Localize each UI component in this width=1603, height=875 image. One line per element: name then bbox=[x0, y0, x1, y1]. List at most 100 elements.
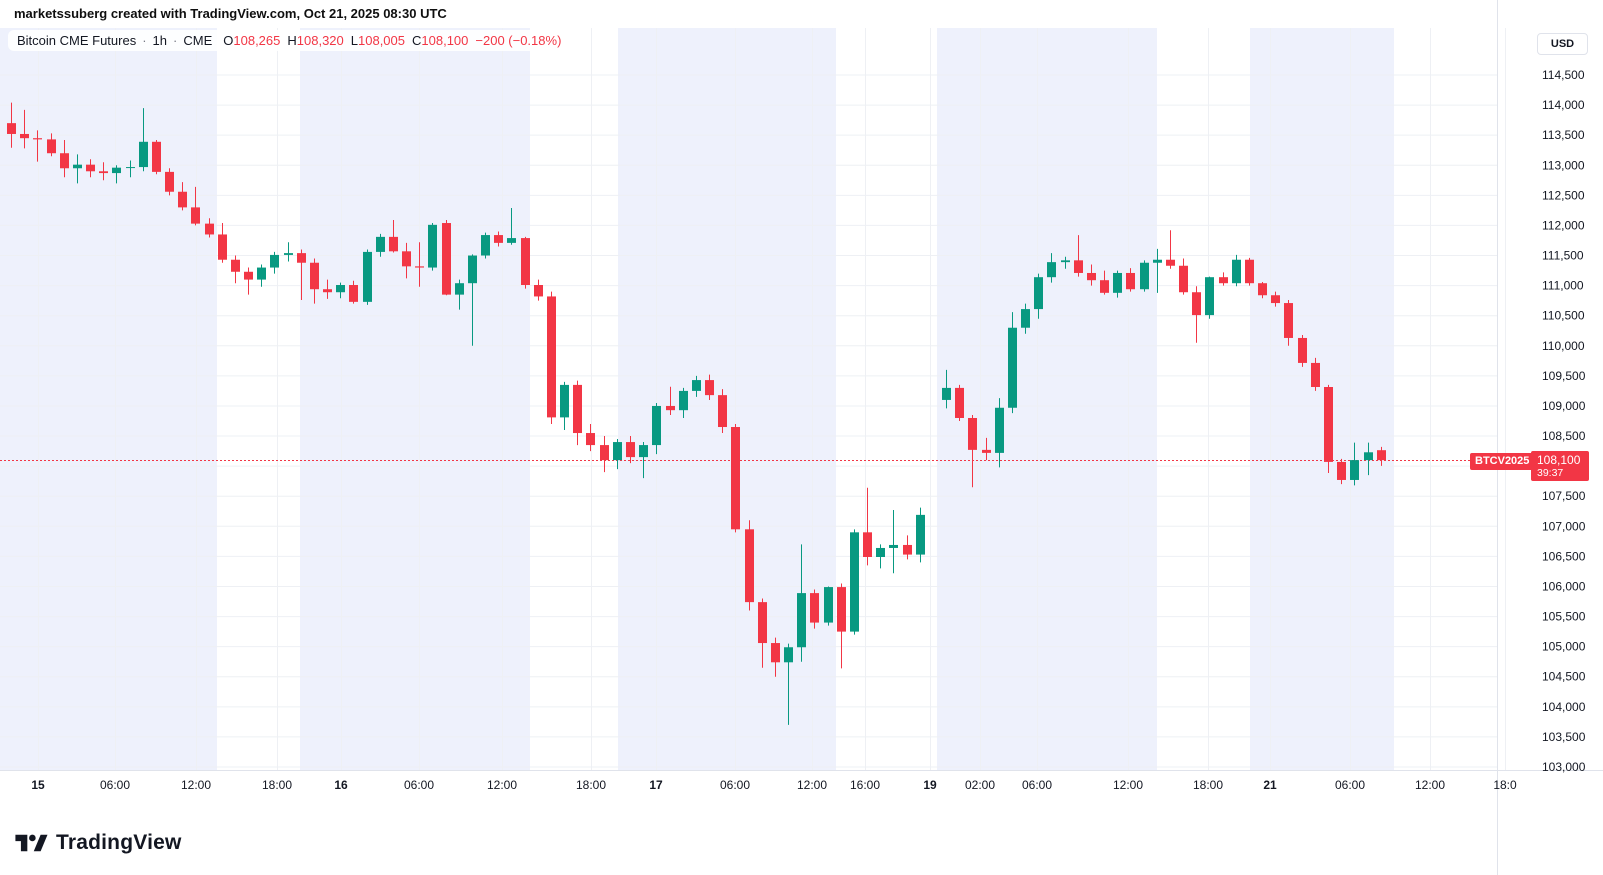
candle bbox=[652, 405, 661, 446]
candle bbox=[679, 390, 688, 411]
price-axis-label: 105,000 bbox=[1542, 640, 1586, 654]
price-axis-label: 103,500 bbox=[1542, 730, 1586, 744]
price-axis-label: 112,000 bbox=[1542, 218, 1585, 232]
candle bbox=[494, 235, 503, 243]
candle bbox=[1021, 309, 1030, 328]
price-axis-label: 112,500 bbox=[1542, 188, 1585, 202]
candle bbox=[1113, 272, 1122, 293]
price-axis-label: 108,500 bbox=[1542, 429, 1586, 443]
candle bbox=[666, 405, 675, 411]
candle bbox=[863, 532, 872, 557]
price-axis-label: 104,000 bbox=[1542, 700, 1586, 714]
time-axis-label: 16:00 bbox=[850, 778, 880, 792]
candle bbox=[824, 587, 833, 623]
candle bbox=[995, 407, 1004, 453]
time-axis-label: 06:00 bbox=[100, 778, 130, 792]
candle bbox=[60, 153, 69, 169]
candle bbox=[797, 593, 806, 648]
candle bbox=[850, 532, 859, 632]
symbol-title[interactable]: Bitcoin CME Futures bbox=[17, 33, 137, 48]
candle bbox=[600, 445, 609, 461]
candle bbox=[1219, 277, 1228, 284]
candle bbox=[47, 139, 56, 154]
session-highlight bbox=[937, 28, 1157, 770]
time-axis-label: 12:00 bbox=[181, 778, 211, 792]
time-axis-label: 12:00 bbox=[1415, 778, 1445, 792]
candle bbox=[1061, 260, 1070, 263]
candle bbox=[415, 266, 424, 268]
price-axis-label: 114,500 bbox=[1542, 68, 1585, 82]
time-axis-label: 15 bbox=[31, 778, 45, 792]
candle bbox=[771, 643, 780, 663]
candle bbox=[1100, 280, 1109, 293]
candle bbox=[1350, 460, 1359, 480]
candle bbox=[1337, 461, 1346, 480]
candle bbox=[1205, 277, 1214, 316]
candle bbox=[165, 171, 174, 192]
candle bbox=[1232, 259, 1241, 284]
tradingview-logo-text: TradingView bbox=[56, 831, 182, 854]
candle bbox=[745, 529, 754, 603]
tradingview-logo[interactable]: TradingView bbox=[14, 831, 182, 855]
candle bbox=[916, 514, 925, 555]
candle bbox=[349, 285, 358, 302]
candle bbox=[468, 255, 477, 284]
candle bbox=[112, 167, 121, 174]
candle bbox=[1140, 262, 1149, 290]
price-axis-label: 107,000 bbox=[1542, 519, 1586, 533]
candle bbox=[731, 427, 740, 530]
candle bbox=[73, 164, 82, 169]
candle bbox=[231, 259, 240, 272]
time-axis-label: 16 bbox=[334, 778, 348, 792]
time-axis-label: 12:00 bbox=[1113, 778, 1143, 792]
time-axis-label: 18:00 bbox=[576, 778, 606, 792]
candle bbox=[336, 285, 345, 293]
candle bbox=[428, 224, 437, 268]
close-value: C108,100 bbox=[412, 33, 469, 48]
price-axis-label: 109,500 bbox=[1542, 369, 1586, 383]
candle bbox=[257, 267, 266, 280]
candle bbox=[139, 141, 148, 168]
price-axis-label: 114,000 bbox=[1542, 98, 1585, 112]
currency-unit-button[interactable]: USD bbox=[1537, 33, 1588, 55]
change-value: −200 (−0.18%) bbox=[475, 33, 562, 48]
interval-label[interactable]: 1h bbox=[152, 33, 168, 48]
candle bbox=[692, 380, 701, 391]
price-axis-label: 109,000 bbox=[1542, 399, 1586, 413]
candle bbox=[1034, 277, 1043, 310]
candle bbox=[639, 445, 648, 458]
time-axis-label: 06:00 bbox=[404, 778, 434, 792]
price-axis-label: 103,000 bbox=[1542, 760, 1586, 774]
candle bbox=[784, 647, 793, 663]
candle bbox=[1192, 292, 1201, 316]
price-axis-label: 113,000 bbox=[1542, 158, 1585, 172]
symbol-legend: Bitcoin CME Futures · 1h · CME O108,265 … bbox=[8, 30, 571, 51]
price-axis-label: 110,000 bbox=[1542, 339, 1585, 353]
candle bbox=[178, 191, 187, 208]
candle bbox=[1364, 452, 1373, 461]
candle bbox=[586, 433, 595, 446]
time-axis-label: 06:00 bbox=[720, 778, 750, 792]
low-value: L108,005 bbox=[350, 33, 405, 48]
candle bbox=[758, 602, 767, 644]
time-axis-label: 21 bbox=[1263, 778, 1277, 792]
high-value: H108,320 bbox=[287, 33, 344, 48]
candle bbox=[573, 384, 582, 434]
price-axis-label: 104,500 bbox=[1542, 670, 1586, 684]
candle bbox=[1008, 327, 1017, 408]
candle bbox=[244, 271, 253, 280]
candle bbox=[810, 593, 819, 623]
candle bbox=[1047, 262, 1056, 278]
candle bbox=[20, 133, 29, 139]
time-axis-label: 02:00 bbox=[965, 778, 995, 792]
price-axis-label: 110,500 bbox=[1542, 309, 1585, 323]
time-axis-label: 19 bbox=[923, 778, 937, 792]
candle bbox=[903, 544, 912, 555]
candle bbox=[323, 289, 332, 293]
candle bbox=[33, 138, 42, 140]
candle bbox=[560, 384, 569, 418]
candle bbox=[1166, 259, 1175, 266]
ohlc-values: O108,265 H108,320 L108,005 C108,100 bbox=[223, 33, 468, 48]
